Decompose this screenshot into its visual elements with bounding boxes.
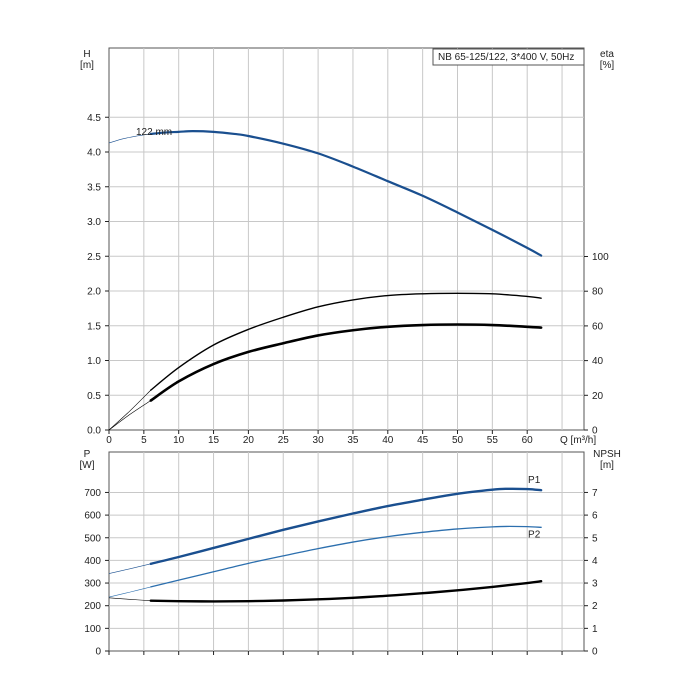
- y-left-tick-label: 0: [95, 647, 101, 658]
- y-left-tick-label: 300: [84, 579, 101, 590]
- x-tick-label: 0: [106, 435, 112, 446]
- y-right-axis-label: [m]: [600, 460, 614, 471]
- y-right-tick-label: 5: [592, 533, 598, 544]
- y-right-tick-label: 7: [592, 488, 598, 499]
- y-left-tick-label: 200: [84, 601, 101, 612]
- y-left-tick-label: 1.0: [87, 356, 101, 367]
- y-right-tick-label: 60: [592, 321, 604, 332]
- series-label-P1: P1: [528, 475, 541, 486]
- y-left-tick-label: 100: [84, 624, 101, 635]
- y-left-tick-label: 2.0: [87, 287, 101, 298]
- y-right-tick-label: 1: [592, 624, 598, 635]
- curve-extrapolation: [108, 400, 151, 431]
- x-tick-label: 40: [382, 435, 394, 446]
- curve-extrapolation: [108, 597, 151, 602]
- y-left-tick-label: 700: [84, 488, 101, 499]
- curve-annotation-122mm: 122 mm: [136, 127, 172, 138]
- chart-title: NB 65-125/122, 3*400 V, 50Hz: [438, 52, 574, 63]
- x-tick-label: 60: [522, 435, 534, 446]
- x-tick-label: 10: [173, 435, 185, 446]
- curve-122-mm: [149, 130, 543, 257]
- y-right-tick-label: 3: [592, 579, 598, 590]
- y-left-tick-label: 1.5: [87, 321, 101, 332]
- curve-NPSH: [149, 580, 543, 603]
- y-right-tick-label: 100: [592, 252, 609, 263]
- y-left-tick-label: 0.5: [87, 391, 101, 402]
- power-npsh-chart: 0 100 200 300 400 500 600 700 0 1 2 3 4 5 6 7 P[W] NPSH[m…: [80, 449, 621, 658]
- y-right-tick-label: 2: [592, 601, 598, 612]
- series-label-P2: P2: [528, 529, 541, 540]
- chart-title-box: NB 65-125/122, 3*400 V, 50Hz: [432, 48, 585, 66]
- y-left-tick-label: 4.0: [87, 148, 101, 159]
- y-right-axis-label: [%]: [600, 60, 615, 71]
- curve-series-1: [150, 292, 542, 391]
- curve-extrapolation: [108, 389, 152, 431]
- y-right-axis-label: NPSH: [593, 449, 621, 460]
- x-tick-label: 55: [487, 435, 499, 446]
- y-left-tick-label: 2.5: [87, 252, 101, 263]
- title-box-frame: [432, 48, 585, 66]
- curve-series-2: [149, 323, 543, 402]
- y-right-tick-label: 0: [592, 426, 598, 437]
- x-tick-label: 25: [278, 435, 290, 446]
- y-right-tick-label: 4: [592, 556, 598, 567]
- y-right-tick-label: 0: [592, 647, 598, 658]
- x-tick-label: 35: [347, 435, 359, 446]
- curve-extrapolation: [108, 133, 151, 144]
- x-tick-label: 15: [208, 435, 220, 446]
- x-tick-label: 30: [313, 435, 325, 446]
- x-tick-label: 20: [243, 435, 255, 446]
- y-left-tick-label: 4.5: [87, 113, 101, 124]
- y-left-tick-label: 500: [84, 533, 101, 544]
- y-right-tick-label: 20: [592, 391, 604, 402]
- x-tick-label: 50: [452, 435, 464, 446]
- plot-frame: [108, 47, 585, 431]
- y-left-tick-label: 400: [84, 556, 101, 567]
- curve-extrapolation: [108, 563, 151, 574]
- y-right-axis-label: eta: [600, 49, 614, 60]
- curve-extrapolation: [108, 586, 151, 598]
- y-left-axis-label: [W]: [80, 460, 95, 471]
- y-right-tick-label: 40: [592, 356, 604, 367]
- x-tick-label: 45: [417, 435, 429, 446]
- y-left-axis-label: P: [84, 449, 91, 460]
- x-axis-label: Q [m³/h]: [560, 435, 596, 446]
- y-right-tick-label: 80: [592, 287, 604, 298]
- y-left-tick-label: 3.5: [87, 182, 101, 193]
- y-right-tick-label: 6: [592, 511, 598, 522]
- y-left-tick-label: 0.0: [87, 426, 101, 437]
- y-left-axis-label: [m]: [80, 60, 94, 71]
- y-left-axis-label: H: [83, 49, 90, 60]
- head-efficiency-chart: 0.0 0.5 1.0 1.5 2.0 2.5 3.0 3.5 4.0 4.5 0 20 40 60 80 1…: [80, 47, 615, 446]
- curve-P1: [149, 487, 543, 565]
- curve-P2: [150, 525, 542, 588]
- plot-frame: [108, 451, 585, 652]
- y-left-tick-label: 600: [84, 511, 101, 522]
- x-tick-label: 5: [141, 435, 147, 446]
- y-left-tick-label: 3.0: [87, 217, 101, 228]
